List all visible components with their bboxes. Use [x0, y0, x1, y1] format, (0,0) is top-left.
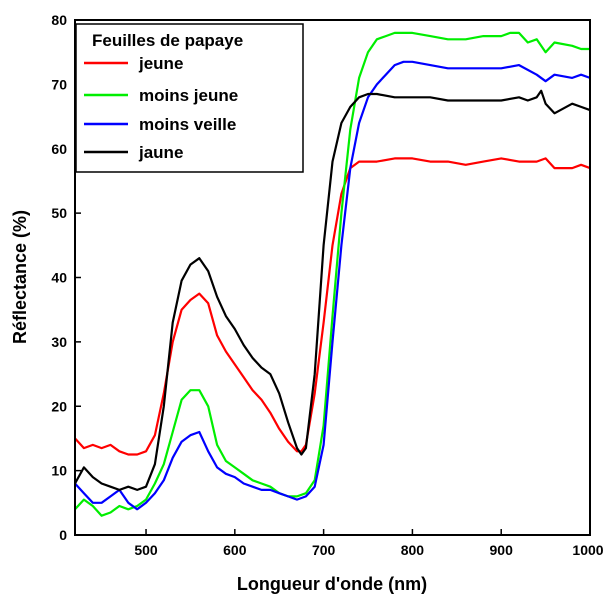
legend-label-3: moins veille [139, 115, 236, 134]
legend-label-1: jeune [138, 54, 183, 73]
series-line-4 [75, 89, 590, 491]
y-tick-label: 60 [51, 141, 67, 157]
series-line-2 [75, 31, 590, 517]
legend: Feuilles de papaye jeune moins jeune moins… [75, 23, 304, 173]
y-tick-label: 30 [51, 334, 67, 350]
y-tick-label: 80 [51, 12, 67, 28]
y-axis: 0 10 20 30 40 50 60 70 80 [51, 12, 81, 543]
x-tick-label: 700 [312, 542, 336, 558]
series-line-3 [75, 60, 590, 511]
x-tick-label: 500 [134, 542, 158, 558]
x-axis: 500 600 700 800 900 1000 [134, 529, 604, 558]
x-tick-label: 800 [401, 542, 425, 558]
y-tick-label: 20 [51, 398, 67, 414]
x-axis-title: Longueur d'onde (nm) [237, 574, 427, 594]
series-layer [75, 31, 590, 517]
x-tick-label: 600 [223, 542, 247, 558]
y-axis-title: Réflectance (%) [10, 210, 30, 344]
series-line-1 [75, 157, 590, 456]
legend-label-4: jaune [138, 143, 183, 162]
y-tick-label: 10 [51, 463, 67, 479]
legend-label-2: moins jeune [139, 86, 238, 105]
y-tick-label: 50 [51, 205, 67, 221]
x-tick-label: 900 [490, 542, 514, 558]
legend-title: Feuilles de papaye [92, 31, 243, 50]
legend-box [75, 23, 304, 173]
y-tick-label: 40 [51, 270, 67, 286]
x-tick-label: 1000 [572, 542, 603, 558]
y-tick-label: 0 [59, 527, 67, 543]
y-tick-label: 70 [51, 76, 67, 92]
